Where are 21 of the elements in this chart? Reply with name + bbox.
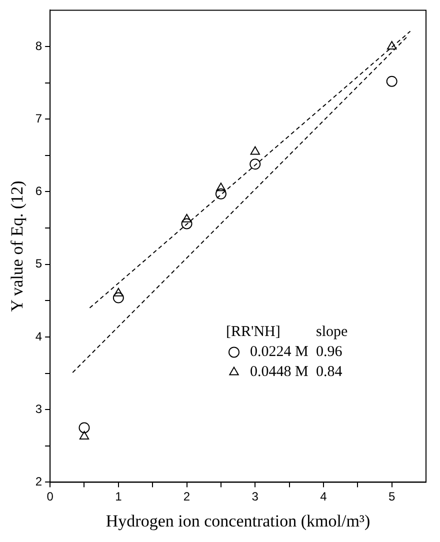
legend-title: [RR'NH] (226, 324, 280, 340)
legend-label: 0.0448 M (250, 364, 308, 380)
x-tick-label: 1 (115, 490, 122, 504)
y-tick-label: 8 (35, 38, 42, 53)
annotation: 0.96 (316, 344, 343, 360)
x-axis-title: Hydrogen ion concentration (kmol/m³) (106, 511, 370, 530)
y-tick-label: 6 (35, 184, 42, 198)
y-tick-label: 2 (35, 474, 42, 489)
annotation: 0.84 (316, 364, 343, 380)
y-tick-label: 7 (35, 111, 42, 126)
x-tick-label: 3 (252, 490, 259, 504)
x-tick-label: 0 (46, 490, 54, 504)
x-tick-label: 2 (183, 490, 190, 504)
x-tick-label: 4 (320, 490, 328, 504)
y-axis-title: Y value of Eq. (12) (8, 180, 27, 312)
y-tick-label: 3 (35, 402, 42, 416)
annotation: slope (316, 324, 348, 340)
legend-label: 0.0224 M (250, 344, 308, 360)
y-tick-label: 5 (35, 256, 42, 271)
x-tick-label: 5 (388, 490, 396, 504)
y-tick-label: 4 (35, 329, 42, 344)
